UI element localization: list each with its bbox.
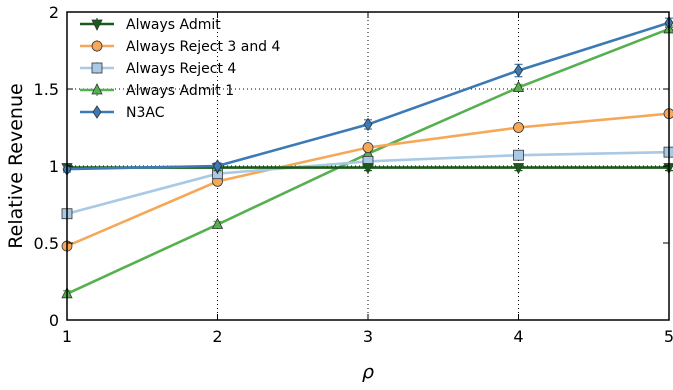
data-point bbox=[363, 117, 373, 132]
x-axis-label: ρ bbox=[362, 361, 374, 383]
legend-entry: Always Reject 3 and 4 bbox=[80, 39, 281, 55]
data-point bbox=[512, 80, 525, 92]
data-point bbox=[512, 163, 525, 175]
series-line bbox=[66, 112, 670, 248]
legend-label: Always Admit bbox=[126, 17, 221, 33]
data-point bbox=[362, 142, 374, 153]
legend-entry: N3AC bbox=[80, 105, 165, 121]
data-point bbox=[211, 217, 224, 229]
legend-entry: Always Admit bbox=[80, 17, 221, 33]
data-point bbox=[513, 122, 524, 133]
legend-entry: Always Admit 1 bbox=[80, 83, 234, 99]
legend-label: Always Reject 3 and 4 bbox=[126, 39, 281, 55]
y-tick-label: 2 bbox=[49, 3, 59, 22]
series-layer bbox=[61, 16, 673, 299]
legend-marker bbox=[91, 62, 103, 74]
data-point bbox=[513, 149, 524, 161]
y-tick-label: 1 bbox=[49, 157, 59, 176]
legend: Always Admit Always Reject 3 and 4 Always … bbox=[80, 17, 281, 121]
legend-label: N3AC bbox=[126, 105, 165, 121]
legend-entry: Always Reject 4 bbox=[80, 61, 236, 77]
x-tick-label: 2 bbox=[212, 327, 222, 346]
legend-marker bbox=[91, 19, 103, 31]
series-always-admit-1 bbox=[61, 22, 673, 299]
legend-label: Always Reject 4 bbox=[126, 61, 236, 77]
x-tick-label: 5 bbox=[664, 327, 673, 346]
data-point bbox=[514, 63, 523, 78]
x-tick-label: 4 bbox=[513, 327, 523, 346]
y-tick-label: 0 bbox=[49, 311, 59, 330]
legend-marker bbox=[91, 40, 103, 52]
y-axis-label: Relative Revenue bbox=[5, 83, 27, 248]
ticks: 1 2 3 4 5 0 0.5 1 1.5 2 bbox=[34, 3, 673, 346]
x-tick-label: 1 bbox=[62, 327, 72, 346]
legend-marker bbox=[91, 83, 103, 95]
data-point bbox=[213, 159, 222, 173]
legend-label: Always Admit 1 bbox=[126, 83, 234, 99]
y-tick-label: 0.5 bbox=[34, 234, 59, 253]
legend-marker bbox=[92, 105, 102, 119]
data-point bbox=[362, 163, 374, 175]
y-tick-label: 1.5 bbox=[34, 80, 59, 99]
x-tick-label: 3 bbox=[363, 327, 373, 346]
